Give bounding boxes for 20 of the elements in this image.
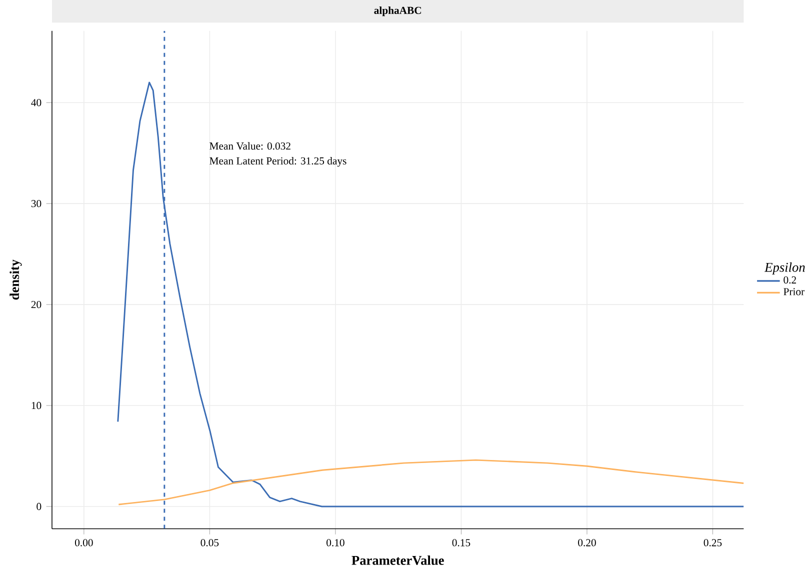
x-tick-label: 0.25 [704,538,722,546]
x-tick-label: 0.00 [74,538,93,546]
legend-title: Epsilon [764,262,805,274]
x-tick-label: 0.20 [578,538,596,546]
legend-label: 0.2 [784,276,796,284]
x-tick-label: 0.05 [200,538,219,546]
x-tick-label: 0.10 [326,538,344,546]
chart-title: alphaABC [374,6,422,16]
y-tick-label: 10 [32,402,42,409]
y-tick-label: 0 [36,502,42,510]
y-tick-label: 30 [31,200,42,207]
y-tick-label: 20 [31,300,42,308]
annotation: Mean Latent Period: 31.25 days [210,156,346,166]
y-axis-title: density [10,259,22,300]
annotation: Mean Value: 0.032 [210,142,290,150]
legend-label: Prior [784,288,804,296]
x-tick-label: 0.15 [452,538,470,546]
line-series [118,459,744,506]
y-tick-label: 40 [31,98,42,106]
x-axis-title: ParameterValue [352,555,444,565]
